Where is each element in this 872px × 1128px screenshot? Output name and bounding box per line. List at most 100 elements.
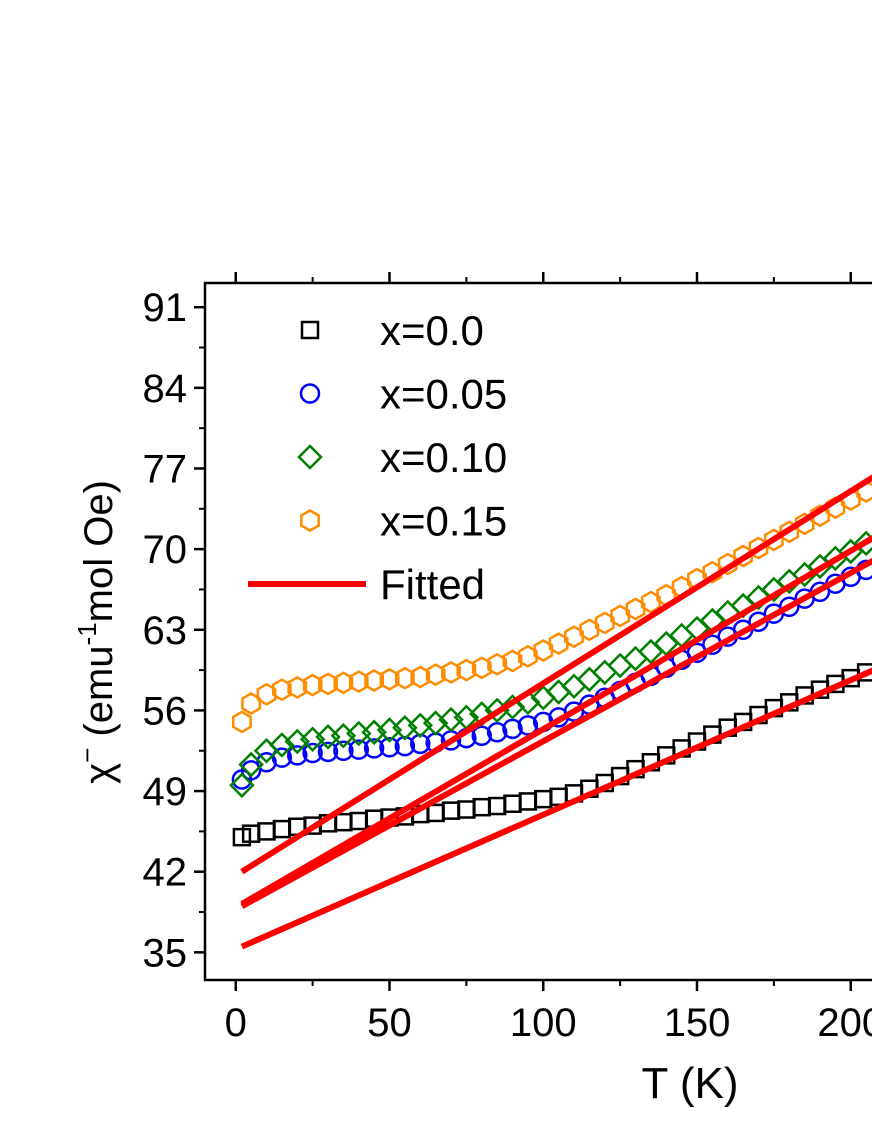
- marker-hexagon: [364, 669, 385, 692]
- marker-hexagon: [231, 710, 252, 734]
- marker-circle: [363, 738, 385, 759]
- marker-diamond: [229, 772, 255, 799]
- marker-hexagon: [794, 512, 815, 536]
- marker-hexagon: [625, 597, 646, 621]
- marker-circle: [302, 742, 323, 764]
- x-tick-label: 100: [510, 1001, 577, 1045]
- marker-hexagon: [594, 611, 615, 635]
- marker-square: [487, 796, 507, 816]
- marker-circle: [502, 718, 523, 740]
- marker-hexagon: [410, 665, 431, 689]
- marker-square: [426, 803, 445, 823]
- x-tick-label: 200: [817, 1001, 872, 1045]
- x-tick-label: 0: [225, 1001, 247, 1045]
- marker-diamond: [238, 751, 264, 778]
- marker-circle: [271, 747, 293, 768]
- marker-hexagon: [564, 625, 584, 649]
- y-label-sup: −: [72, 748, 102, 763]
- marker-hexagon: [456, 658, 477, 682]
- marker-hexagon: [810, 504, 830, 528]
- y-tick-label: 77: [143, 447, 188, 491]
- marker-square: [349, 811, 368, 831]
- marker-circle: [379, 737, 400, 758]
- marker-circle: [486, 722, 508, 743]
- marker-circle: [299, 383, 321, 404]
- fit-line: [240, 535, 872, 907]
- marker-diamond: [591, 659, 618, 686]
- marker-hexagon: [702, 560, 723, 584]
- marker-diamond: [622, 645, 649, 672]
- marker-hexagon: [271, 678, 292, 702]
- marker-hexagon: [300, 509, 320, 532]
- legend-label: x=0.05: [380, 371, 507, 418]
- marker-square: [503, 794, 522, 813]
- marker-square: [300, 320, 320, 340]
- y-tick-label: 42: [143, 851, 188, 895]
- x-axis-label: T (K): [642, 1059, 739, 1108]
- marker-hexagon: [348, 670, 369, 694]
- axis-frame: [203, 281, 872, 982]
- marker-circle: [471, 725, 492, 747]
- marker-hexagon: [425, 663, 446, 687]
- y-label-part: χ: [77, 763, 121, 784]
- legend-label: x=0.10: [380, 434, 507, 481]
- marker-hexagon: [579, 618, 600, 642]
- marker-hexagon: [333, 671, 354, 695]
- marker-square: [534, 789, 553, 809]
- fit-line: [240, 557, 872, 909]
- marker-square: [257, 822, 276, 841]
- marker-hexagon: [487, 652, 508, 676]
- marker-hexagon: [610, 604, 631, 628]
- x-tick-label: 50: [367, 1001, 412, 1045]
- marker-square: [518, 792, 538, 811]
- marker-circle: [287, 745, 308, 766]
- marker-diamond: [422, 710, 449, 736]
- fit-line: [240, 667, 872, 950]
- marker-diamond: [297, 444, 323, 470]
- marker-hexagon: [256, 682, 277, 706]
- y-tick-label: 49: [143, 770, 188, 814]
- y-tick-label: 56: [143, 689, 188, 733]
- marker-circle: [317, 741, 339, 763]
- y-axis-label: χ− (emu-1mol Oe): [72, 480, 121, 784]
- y-tick-label: 63: [143, 609, 188, 653]
- y-tick-label: 84: [143, 367, 188, 411]
- marker-hexagon: [548, 632, 569, 656]
- marker-circle: [240, 760, 262, 781]
- marker-hexagon: [318, 672, 338, 696]
- plot-area: [229, 474, 872, 950]
- marker-hexagon: [517, 644, 538, 668]
- fit-line: [240, 474, 872, 875]
- marker-circle: [333, 740, 354, 761]
- marker-square: [457, 800, 476, 819]
- legend-label: x=0.15: [380, 498, 507, 545]
- y-label-sup: -1: [72, 622, 102, 645]
- legend: x=0.0 x=0.05 x=0.10 x=0.15 Fitted: [248, 307, 507, 608]
- axes: 354249566370778491050100150200250300: [143, 272, 872, 1045]
- marker-diamond: [607, 652, 633, 679]
- y-tick-label: 91: [143, 286, 188, 330]
- marker-hexagon: [471, 656, 492, 680]
- marker-diamond: [853, 530, 872, 557]
- marker-hexagon: [379, 667, 400, 691]
- marker-square: [441, 801, 461, 820]
- y-label-part: (emu: [77, 645, 121, 747]
- legend-label: x=0.0: [380, 307, 484, 354]
- y-tick-label: 35: [143, 931, 188, 975]
- marker-hexagon: [394, 666, 415, 690]
- marker-diamond: [269, 732, 295, 758]
- y-label-part: mol Oe): [77, 480, 121, 622]
- marker-hexagon: [441, 660, 461, 684]
- marker-circle: [517, 715, 539, 736]
- marker-diamond: [499, 694, 526, 720]
- marker-square: [334, 812, 353, 832]
- marker-diamond: [576, 666, 603, 693]
- x-tick-label: 150: [664, 1001, 731, 1045]
- marker-circle: [348, 739, 369, 760]
- y-tick-label: 70: [143, 528, 188, 572]
- marker-hexagon: [287, 675, 308, 699]
- legend-label: Fitted: [380, 561, 485, 608]
- marker-hexagon: [241, 692, 262, 715]
- marker-hexagon: [502, 649, 523, 673]
- marker-square: [856, 663, 872, 682]
